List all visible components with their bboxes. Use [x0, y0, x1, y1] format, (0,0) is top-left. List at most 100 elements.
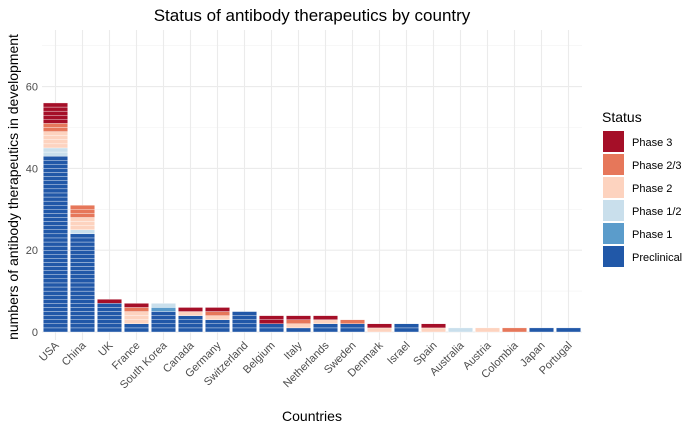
legend-label: Phase 2 — [632, 183, 672, 195]
bar-segment — [43, 217, 68, 222]
bar-segment — [97, 303, 122, 308]
bar-stack — [205, 307, 230, 333]
bar-stack — [286, 315, 311, 333]
bar-segment — [43, 250, 68, 255]
legend-swatch — [603, 200, 624, 221]
y-tick-label: 0 — [32, 327, 38, 339]
bar-segment — [313, 315, 338, 320]
bar-segment — [43, 160, 68, 165]
x-axis-title: Countries — [282, 408, 342, 424]
bar-segment — [43, 270, 68, 275]
bar-segment — [43, 213, 68, 218]
bar-stack — [421, 323, 446, 333]
bar-stack — [97, 299, 122, 333]
y-tick-label: 20 — [26, 245, 38, 257]
bar-segment — [178, 323, 203, 329]
bar-segment — [43, 233, 68, 239]
bar-segment — [232, 311, 257, 316]
bar-segment — [97, 315, 122, 320]
bar-segment — [70, 278, 95, 284]
bar-segment — [70, 229, 95, 235]
bar-stack — [448, 327, 473, 333]
bar-segment — [43, 151, 68, 157]
bar-segment — [43, 172, 68, 177]
bar-segment — [43, 106, 68, 112]
bar-segment — [70, 290, 95, 296]
y-tick-label: 60 — [26, 82, 38, 94]
bar-segment — [340, 323, 365, 329]
bar-segment — [97, 323, 122, 329]
bar-segment — [232, 315, 257, 320]
bar-segment — [205, 327, 230, 333]
bar-segment — [43, 303, 68, 308]
bar-stack — [178, 307, 203, 333]
bar-segment — [70, 225, 95, 230]
bar-segment — [70, 213, 95, 218]
bar-stack — [43, 102, 68, 333]
legend-swatch — [603, 131, 624, 152]
bar-segment — [151, 315, 176, 320]
bar-segment — [70, 250, 95, 255]
bar-segment — [286, 315, 311, 320]
legend-title: Status — [602, 109, 642, 125]
bar-segment — [70, 217, 95, 222]
bar-segment — [178, 311, 203, 316]
bar-stack — [340, 319, 365, 333]
bar-segment — [178, 319, 203, 324]
bar-segment — [43, 221, 68, 226]
bar-segment — [43, 311, 68, 316]
plot-background — [42, 30, 582, 340]
bar-segment — [43, 225, 68, 230]
bar-segment — [70, 286, 95, 292]
bar-segment — [43, 176, 68, 181]
bar-segment — [43, 299, 68, 304]
bar-segment — [43, 262, 68, 267]
bar-segment — [43, 188, 68, 194]
legend-swatch — [603, 177, 624, 198]
legend-swatch — [603, 154, 624, 175]
bar-segment — [43, 147, 68, 153]
bar-segment — [43, 200, 68, 206]
legend-item: Phase 2 — [603, 177, 672, 198]
bar-segment — [70, 303, 95, 308]
bar-segment — [43, 127, 68, 132]
bar-segment — [367, 323, 392, 329]
bar-segment — [70, 245, 95, 251]
bar-segment — [232, 319, 257, 324]
bar-segment — [232, 323, 257, 329]
bar-segment — [70, 237, 95, 243]
bar-segment — [43, 102, 68, 108]
bar-segment — [43, 323, 68, 329]
bar-segment — [448, 327, 473, 333]
bar-segment — [70, 311, 95, 316]
bar-stack — [313, 315, 338, 333]
bar-segment — [97, 307, 122, 312]
bar-segment — [43, 258, 68, 263]
bar-segment — [178, 307, 203, 312]
bar-segment — [205, 323, 230, 329]
bar-segment — [43, 278, 68, 284]
bar-segment — [43, 155, 68, 161]
bar-segment — [124, 319, 149, 324]
legend-item: Preclinical — [603, 246, 682, 267]
x-tick-label: UK — [96, 339, 116, 359]
bar-stack — [124, 303, 149, 333]
bar-stack — [502, 327, 527, 333]
bar-stack — [529, 327, 554, 333]
bar-segment — [124, 303, 149, 308]
bar-segment — [70, 282, 95, 288]
bar-segment — [70, 258, 95, 263]
bar-segment — [151, 327, 176, 333]
bar-segment — [97, 319, 122, 324]
bar-segment — [43, 319, 68, 324]
bar-segment — [367, 327, 392, 333]
bar-segment — [151, 303, 176, 308]
bar-segment — [529, 327, 554, 333]
bar-segment — [178, 327, 203, 333]
legend-label: Phase 3 — [632, 137, 672, 149]
bar-segment — [313, 327, 338, 333]
bar-segment — [97, 311, 122, 316]
bar-segment — [43, 168, 68, 173]
legend-label: Phase 1 — [632, 229, 672, 241]
